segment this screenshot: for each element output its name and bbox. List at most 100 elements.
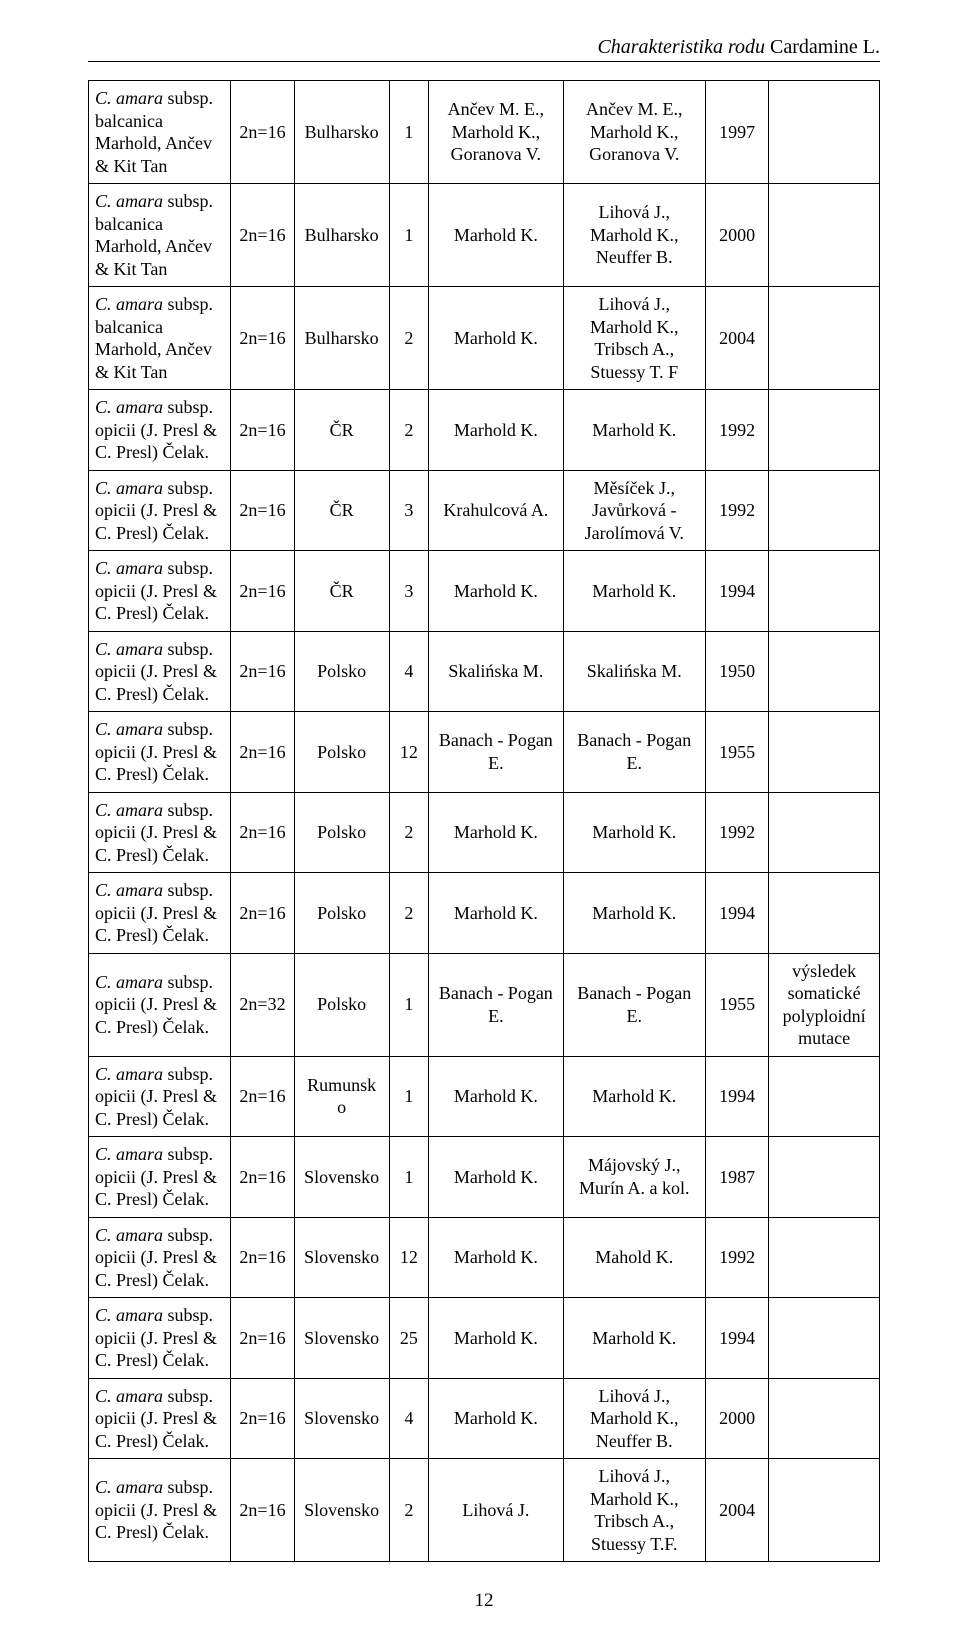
cell-note: [769, 1217, 880, 1298]
cell-ploidy: 2n=16: [231, 712, 294, 793]
cell-taxon: C. amara subsp. opicii (J. Presl & C. Pr…: [89, 1137, 231, 1218]
cell-country: ČR: [294, 470, 389, 551]
cell-country: Polsko: [294, 873, 389, 954]
cell-ref1: Marhold K.: [429, 184, 563, 287]
cell-ref1: Marhold K.: [429, 390, 563, 471]
cell-year: 1992: [705, 390, 768, 471]
taxon-italic: C. amara: [95, 972, 163, 992]
cell-n: 4: [389, 631, 429, 712]
taxon-italic: C. amara: [95, 191, 163, 211]
cell-n: 2: [389, 1459, 429, 1562]
cell-year: 1992: [705, 470, 768, 551]
cell-ref2: Marhold K.: [563, 551, 705, 632]
taxon-italic: C. amara: [95, 1225, 163, 1245]
cell-year: 1955: [705, 712, 768, 793]
table-row: C. amara subsp. opicii (J. Presl & C. Pr…: [89, 953, 880, 1056]
cell-ref2: Ančev M. E., Marhold K., Goranova V.: [563, 81, 705, 184]
cell-ref1: Marhold K.: [429, 792, 563, 873]
cell-ref2: Banach - Pogan E.: [563, 953, 705, 1056]
cell-ref2: Marhold K.: [563, 873, 705, 954]
running-head-prefix: Charakteristika rodu: [597, 36, 770, 58]
cell-note: [769, 287, 880, 390]
cell-taxon: C. amara subsp. opicii (J. Presl & C. Pr…: [89, 1378, 231, 1459]
cell-ref2: Lihová J., Marhold K., Neuffer B.: [563, 1378, 705, 1459]
cell-ploidy: 2n=16: [231, 81, 294, 184]
running-head: Charakteristika rodu Cardamine L.: [88, 36, 880, 59]
cell-country: ČR: [294, 551, 389, 632]
cell-ref2: Mahold K.: [563, 1217, 705, 1298]
cell-taxon: C. amara subsp. opicii (J. Presl & C. Pr…: [89, 1298, 231, 1379]
cell-ref2: Marhold K.: [563, 390, 705, 471]
cell-note: [769, 873, 880, 954]
cell-taxon: C. amara subsp. opicii (J. Presl & C. Pr…: [89, 712, 231, 793]
cell-note: [769, 631, 880, 712]
cell-ref2: Měsíček J., Javůrková - Jarolímová V.: [563, 470, 705, 551]
cell-note: [769, 184, 880, 287]
cell-ref2: Marhold K.: [563, 792, 705, 873]
cell-ref1: Lihová J.: [429, 1459, 563, 1562]
cell-taxon: C. amara subsp. opicii (J. Presl & C. Pr…: [89, 470, 231, 551]
cell-ploidy: 2n=16: [231, 792, 294, 873]
table-row: C. amara subsp. opicii (J. Presl & C. Pr…: [89, 551, 880, 632]
cell-ref2: Lihová J., Marhold K., Tribsch A., Stues…: [563, 1459, 705, 1562]
cell-ploidy: 2n=16: [231, 390, 294, 471]
cell-ref2: Májovský J., Murín A. a kol.: [563, 1137, 705, 1218]
cell-taxon: C. amara subsp. balcanica Marhold, Ančev…: [89, 287, 231, 390]
page: Charakteristika rodu Cardamine L. C. ama…: [0, 0, 960, 1632]
cell-ref2: Marhold K.: [563, 1298, 705, 1379]
cell-taxon: C. amara subsp. balcanica Marhold, Ančev…: [89, 184, 231, 287]
cell-year: 2004: [705, 1459, 768, 1562]
cell-ref1: Marhold K.: [429, 1217, 563, 1298]
head-rule: [88, 61, 880, 62]
table-row: C. amara subsp. opicii (J. Presl & C. Pr…: [89, 1378, 880, 1459]
cell-country: ČR: [294, 390, 389, 471]
cell-ploidy: 2n=16: [231, 470, 294, 551]
cell-ref2: Lihová J., Marhold K., Tribsch A., Stues…: [563, 287, 705, 390]
taxon-italic: C. amara: [95, 1477, 163, 1497]
taxon-italic: C. amara: [95, 294, 163, 314]
table-row: C. amara subsp. balcanica Marhold, Ančev…: [89, 287, 880, 390]
cell-n: 1: [389, 184, 429, 287]
taxon-italic: C. amara: [95, 1386, 163, 1406]
taxon-italic: C. amara: [95, 1064, 163, 1084]
cell-note: [769, 390, 880, 471]
table-row: C. amara subsp. opicii (J. Presl & C. Pr…: [89, 792, 880, 873]
table-row: C. amara subsp. balcanica Marhold, Ančev…: [89, 81, 880, 184]
cell-country: Polsko: [294, 792, 389, 873]
taxon-italic: C. amara: [95, 719, 163, 739]
table-row: C. amara subsp. opicii (J. Presl & C. Pr…: [89, 1217, 880, 1298]
cell-ref2: Marhold K.: [563, 1056, 705, 1137]
cell-country: Rumunsko: [294, 1056, 389, 1137]
cell-note: [769, 1056, 880, 1137]
cell-ploidy: 2n=16: [231, 631, 294, 712]
cell-country: Slovensko: [294, 1378, 389, 1459]
cell-taxon: C. amara subsp. opicii (J. Presl & C. Pr…: [89, 1056, 231, 1137]
cell-n: 2: [389, 390, 429, 471]
cell-year: 1994: [705, 1298, 768, 1379]
taxon-italic: C. amara: [95, 639, 163, 659]
cell-ref1: Marhold K.: [429, 551, 563, 632]
cell-ploidy: 2n=16: [231, 873, 294, 954]
cell-ref1: Marhold K.: [429, 1298, 563, 1379]
table-row: C. amara subsp. balcanica Marhold, Ančev…: [89, 184, 880, 287]
cell-year: 1994: [705, 1056, 768, 1137]
cell-country: Slovensko: [294, 1217, 389, 1298]
cell-n: 3: [389, 470, 429, 551]
taxon-italic: C. amara: [95, 558, 163, 578]
cell-n: 1: [389, 81, 429, 184]
cell-year: 2000: [705, 1378, 768, 1459]
table-row: C. amara subsp. opicii (J. Presl & C. Pr…: [89, 470, 880, 551]
cell-ref1: Marhold K.: [429, 873, 563, 954]
cell-ploidy: 2n=16: [231, 1378, 294, 1459]
cell-country: Polsko: [294, 712, 389, 793]
cell-ref1: Marhold K.: [429, 1378, 563, 1459]
taxon-italic: C. amara: [95, 1144, 163, 1164]
cell-note: výsledek somatické polyploidní mutace: [769, 953, 880, 1056]
cell-year: 1992: [705, 1217, 768, 1298]
data-table: C. amara subsp. balcanica Marhold, Ančev…: [88, 80, 880, 1562]
cell-year: 1987: [705, 1137, 768, 1218]
cell-year: 2004: [705, 287, 768, 390]
cell-ref2: Skalińska M.: [563, 631, 705, 712]
cell-ploidy: 2n=16: [231, 287, 294, 390]
taxon-italic: C. amara: [95, 397, 163, 417]
